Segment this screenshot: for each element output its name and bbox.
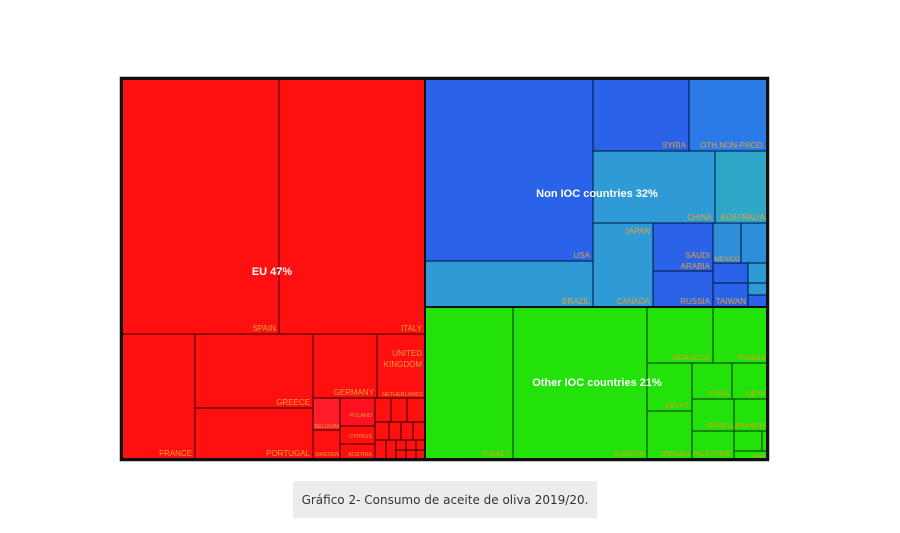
item-label: LIBYA	[746, 391, 766, 398]
item-label: NETHERLANDS	[382, 392, 423, 398]
group-label-non-ioc: Non IOC countries 32%	[536, 188, 658, 200]
item-label: POLAND	[349, 413, 372, 419]
tile-eu-small	[412, 421, 426, 441]
tile-non-small	[747, 282, 768, 296]
tile-eu-small	[390, 397, 408, 423]
group-non-ioc	[424, 78, 768, 308]
item-label: TURKEY	[482, 451, 511, 458]
tile-italy	[278, 78, 426, 335]
item-label: AUSTRIA	[348, 452, 372, 458]
item-label: SYRIA	[708, 391, 729, 398]
tile-non-small	[740, 222, 768, 264]
item-label: FRANCE	[159, 449, 192, 458]
item-label: SYRIA	[662, 141, 687, 150]
item-label: PALESTINE	[693, 451, 731, 458]
caption-box: Gráfico 2- Consumo de aceite de oliva 20…	[293, 481, 597, 518]
item-label: TAIWAN	[716, 297, 746, 306]
tile-germany	[312, 333, 378, 399]
item-label: MEXICO	[714, 256, 740, 263]
tile-algeria	[512, 306, 648, 460]
tile-china	[592, 150, 716, 224]
item-label: OTH.NON-PROD.	[700, 141, 765, 150]
tile-non-small	[712, 262, 749, 284]
item-label: TUNISIA	[737, 355, 765, 362]
item-label: ITALY	[401, 324, 423, 333]
tile-eu-small	[374, 397, 392, 423]
item-label: CHINA	[687, 213, 713, 222]
tile-eu-small	[395, 439, 407, 451]
item-label: UNITED	[392, 349, 422, 358]
tile-eu-small	[374, 439, 387, 460]
tile-oth-non-prod	[688, 78, 768, 152]
item-label: CANADA	[617, 297, 651, 306]
tile-eu-small	[405, 439, 417, 451]
tile-saudi-arabia	[652, 222, 714, 272]
tile-eu-small	[415, 439, 426, 451]
item-label: MOROCCO	[673, 355, 711, 362]
item-label: KINGDOM	[384, 360, 423, 369]
tile-syria-non	[592, 78, 690, 152]
item-label: JAPAN	[625, 227, 650, 236]
tile-eu-small	[385, 439, 397, 460]
item-label: IRAN	[753, 454, 765, 460]
tile-ioc-small	[733, 430, 763, 452]
group-label-eu: EU 47%	[252, 266, 293, 278]
item-label: AUSTRALIA	[721, 213, 766, 222]
tile-japan	[592, 222, 654, 308]
tile-france	[121, 333, 196, 460]
tile-brazil	[424, 260, 594, 308]
tile-eu-small	[400, 421, 414, 441]
chart-frame	[119, 76, 770, 462]
tile-non-small	[747, 262, 768, 284]
item-label: USA	[574, 251, 591, 260]
item-label: GERMANY	[334, 388, 375, 397]
group-eu	[121, 78, 426, 460]
item-label: GREECE	[276, 398, 310, 407]
item-label: CYPRUS	[349, 434, 372, 440]
item-label: BELGIUM	[314, 424, 339, 430]
tile-belgium	[312, 397, 341, 431]
tile-eu-small	[406, 397, 426, 423]
item-label: ARABIA	[681, 262, 711, 271]
tile-spain	[121, 78, 280, 335]
tile-eu-small	[395, 449, 407, 460]
tile-greece	[194, 333, 314, 409]
group-other-ioc	[424, 306, 768, 460]
item-label: EGYPT	[665, 403, 689, 410]
item-label: LEBANON	[732, 423, 765, 430]
item-label: JORDAN	[660, 451, 689, 458]
tile-non-small	[747, 294, 768, 308]
tile-eu-small	[388, 421, 402, 441]
group-label-other-ioc: Other IOC countries 21%	[532, 377, 662, 389]
tile-turkey	[424, 306, 514, 460]
tile-eu-small	[374, 421, 390, 441]
tile-sweden	[312, 429, 341, 460]
item-label: SPAIN	[253, 324, 277, 333]
tile-eu-small	[415, 449, 426, 460]
item-label: PORTUGAL	[266, 449, 310, 458]
item-label: RUSSIA	[680, 297, 710, 306]
tile-poland	[339, 397, 376, 427]
item-label: BRAZIL	[562, 297, 591, 306]
tile-eu-small	[405, 449, 417, 460]
item-label: ISRAEL	[706, 423, 731, 430]
tile-usa	[424, 78, 594, 262]
item-label: SAUDI	[686, 251, 710, 260]
item-label: ALGERIA	[614, 451, 645, 458]
item-label: SWEDEN	[315, 452, 339, 458]
chart-caption: Gráfico 2- Consumo de aceite de oliva 20…	[301, 492, 589, 507]
